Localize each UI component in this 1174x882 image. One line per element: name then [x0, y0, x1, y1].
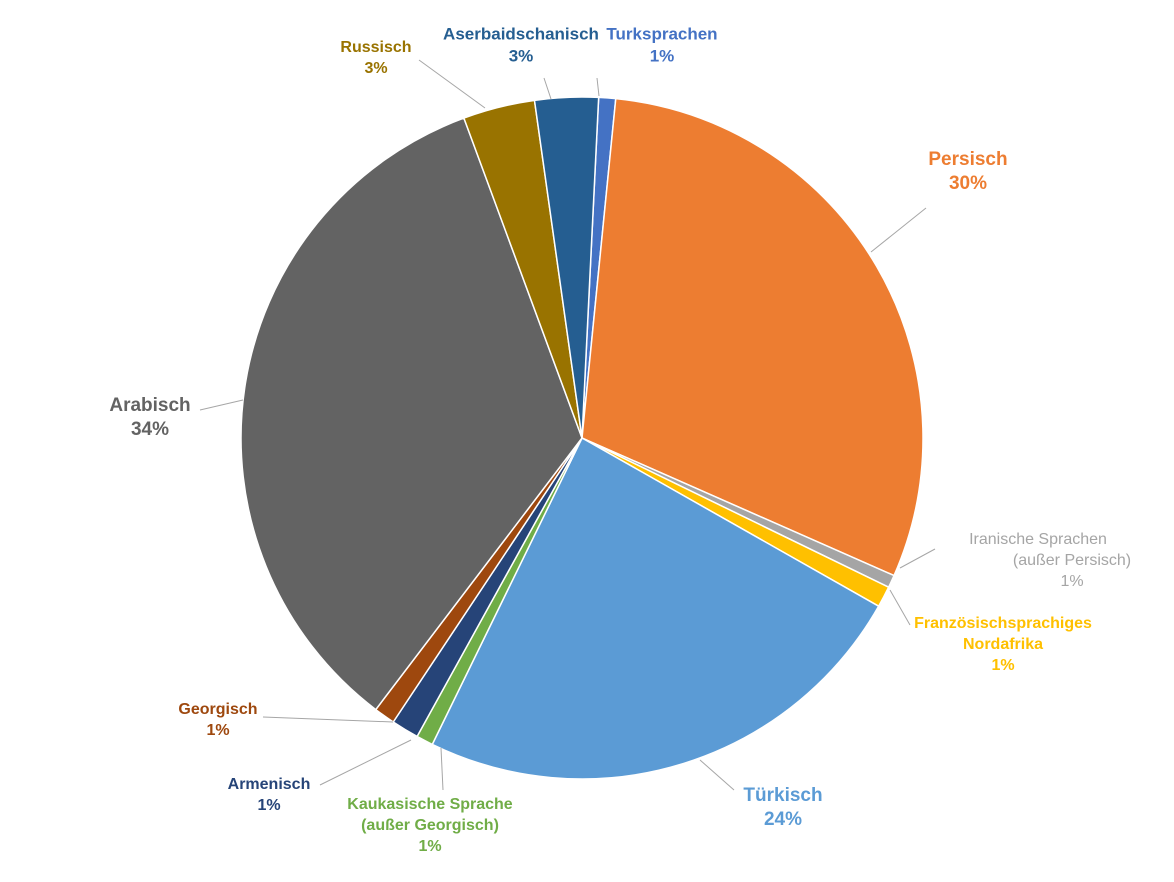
leader-line — [889, 589, 911, 626]
slice-label: (außer Persisch) — [1013, 552, 1131, 569]
slice-percent-label: 34% — [131, 419, 169, 440]
slice-percent-label: 1% — [650, 46, 675, 65]
slice-percent-label: 1% — [991, 657, 1014, 674]
leader-line — [418, 59, 486, 109]
leader-line — [870, 207, 927, 253]
slice-label: Arabisch — [109, 395, 190, 416]
leader-line — [199, 399, 244, 411]
pie-slice-persisch — [581, 97, 924, 577]
slice-label: Georgisch — [178, 701, 257, 718]
leader-line — [319, 739, 412, 786]
slice-label: Russisch — [340, 39, 411, 56]
slice-percent-label: 1% — [206, 722, 229, 739]
slice-label: Kaukasische Sprache — [347, 796, 513, 813]
slice-label: Aserbaidschanisch — [443, 24, 599, 43]
leader-line — [596, 77, 600, 97]
slice-percent-label: 3% — [509, 46, 534, 65]
leader-line — [262, 716, 394, 723]
slice-percent-label: 3% — [364, 60, 387, 77]
slice-label: Iranische Sprachen — [969, 531, 1107, 548]
leader-line — [699, 759, 735, 791]
pie-slice-aserbaidschanisch — [533, 96, 600, 439]
slice-percent-label: 1% — [257, 797, 280, 814]
leader-line — [899, 548, 936, 569]
slice-percent-label: 30% — [949, 173, 987, 194]
slice-label: Turksprachen — [606, 24, 717, 43]
pie-slice-arabisch — [240, 117, 583, 711]
slice-percent-label: 1% — [418, 838, 441, 855]
leader-line — [440, 747, 444, 791]
slice-percent-label: 1% — [1060, 573, 1083, 590]
leader-line — [543, 77, 552, 100]
slice-label: (außer Georgisch) — [361, 817, 499, 834]
slice-label: Türkisch — [743, 785, 822, 806]
slice-label: Nordafrika — [963, 636, 1043, 653]
slice-percent-label: 24% — [764, 809, 802, 830]
pie-slice-türkisch — [431, 436, 880, 780]
slice-label: Armenisch — [228, 776, 311, 793]
slice-label: Französischsprachiges — [914, 615, 1092, 632]
slice-label: Persisch — [928, 149, 1007, 170]
